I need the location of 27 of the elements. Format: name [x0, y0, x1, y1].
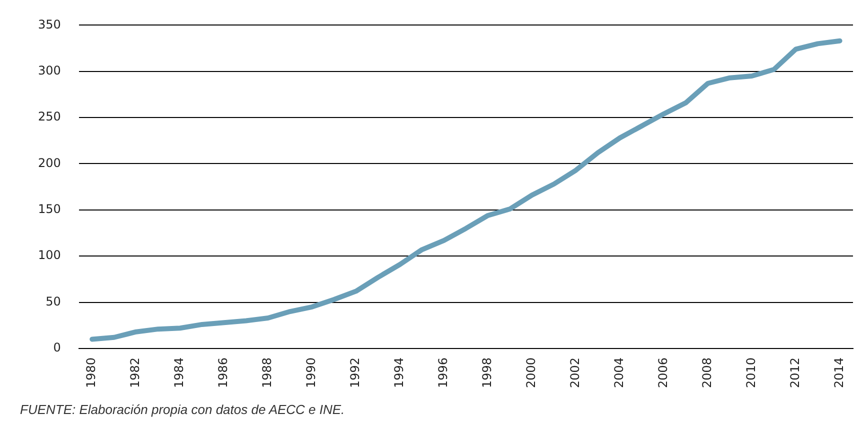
- x-tick-label: 2000: [524, 357, 538, 388]
- y-tick-label: 250: [38, 110, 61, 124]
- x-tick-label: 2006: [656, 357, 670, 388]
- x-tick-label: 2004: [612, 357, 626, 388]
- y-tick-label: 200: [38, 156, 61, 170]
- x-tick-label: 1992: [348, 357, 362, 388]
- x-tick-label: 2008: [700, 357, 714, 388]
- x-tick-label: 1998: [480, 357, 494, 388]
- y-tick-label: 0: [53, 340, 61, 355]
- x-tick-label: 2010: [744, 357, 758, 388]
- x-tick-label: 1990: [304, 357, 318, 388]
- x-tick-label: 2012: [788, 357, 802, 388]
- x-tick-label: 1980: [84, 357, 98, 388]
- source-note: FUENTE: Elaboración propia con datos de AECC e INE.: [20, 402, 345, 417]
- y-tick-label: 150: [38, 202, 61, 216]
- x-tick-label: 1986: [216, 357, 230, 388]
- x-tick-label: 1988: [260, 357, 274, 388]
- x-tick-label: 1982: [128, 357, 142, 388]
- x-tick-label: 2014: [832, 357, 846, 388]
- y-tick-label: 50: [46, 294, 61, 308]
- x-tick-label: 1996: [436, 357, 450, 388]
- y-tick-label: 100: [38, 248, 61, 262]
- x-tick-label: 1984: [172, 357, 186, 388]
- y-tick-label: 300: [38, 64, 61, 78]
- x-tick-label: 2002: [568, 357, 582, 388]
- y-tick-label: 350: [38, 17, 61, 32]
- x-tick-label: 1994: [392, 357, 406, 388]
